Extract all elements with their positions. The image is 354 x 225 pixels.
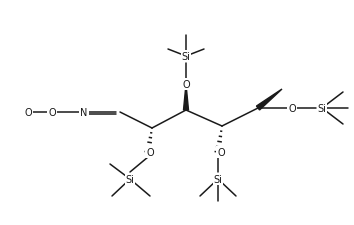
Text: O: O [182, 80, 190, 90]
Text: O: O [288, 104, 296, 113]
Text: N: N [80, 108, 88, 117]
Polygon shape [183, 85, 188, 110]
Text: O: O [48, 108, 56, 117]
Text: Si: Si [318, 104, 326, 113]
Text: Si: Si [213, 174, 222, 184]
Polygon shape [256, 90, 282, 110]
Text: O: O [217, 147, 225, 157]
Text: Si: Si [126, 174, 135, 184]
Text: O: O [24, 108, 32, 117]
Text: Si: Si [182, 52, 190, 62]
Text: O: O [146, 147, 154, 157]
